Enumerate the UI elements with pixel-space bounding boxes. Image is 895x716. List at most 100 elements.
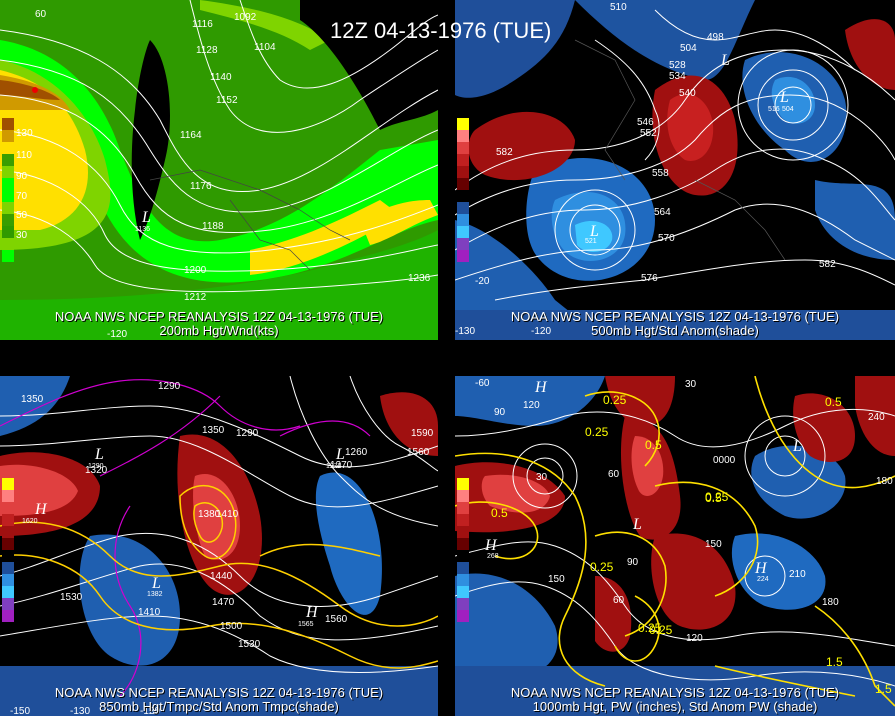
svg-text:521: 521 <box>585 238 597 245</box>
panel-subtitle: 850mb Hgt/Tmpc/Std Anom Tmpc(shade) <box>99 699 339 714</box>
svg-text:120: 120 <box>523 400 540 411</box>
svg-text:504: 504 <box>680 43 697 54</box>
svg-text:1236: 1236 <box>408 273 431 284</box>
panel-caption: NOAA NWS NCEP REANALYSIS 12Z 04-13-1976 … <box>54 685 384 700</box>
svg-text:30: 30 <box>536 472 548 483</box>
svg-text:1273: 1273 <box>326 463 342 470</box>
panel-caption: NOAA NWS NCEP REANALYSIS 12Z 04-13-1976 … <box>54 309 384 324</box>
svg-text:0.5: 0.5 <box>645 438 662 452</box>
svg-text:90: 90 <box>494 407 506 418</box>
panel-subtitle: 1000mb Hgt, PW (inches), Std Anom PW (sh… <box>532 699 818 714</box>
svg-text:552: 552 <box>640 128 657 139</box>
legend-label: 50 <box>16 210 28 221</box>
svg-text:1.5: 1.5 <box>875 682 892 696</box>
svg-text:-120: -120 <box>107 329 127 340</box>
svg-text:1104: 1104 <box>254 42 276 53</box>
panel-1000mb-height-pw: -60 90 120 0.25 0.25 0.5 0.5 30 60 0.25 … <box>455 376 895 716</box>
svg-text:L: L <box>792 438 802 455</box>
svg-text:534: 534 <box>669 71 686 82</box>
panel-500mb-height-anomaly: 510 498 504 528 534 540 546 552 558 564 … <box>455 0 895 340</box>
map-500mb: 510 498 504 528 534 540 546 552 558 564 … <box>455 0 895 340</box>
map-1000mb: -60 90 120 0.25 0.25 0.5 0.5 30 60 0.25 … <box>455 376 895 716</box>
svg-text:1410: 1410 <box>138 607 161 618</box>
svg-text:1560: 1560 <box>325 614 348 625</box>
svg-text:0.5: 0.5 <box>825 395 842 409</box>
svg-text:H: H <box>534 379 548 396</box>
panel-200mb-height-wind: 1116 1092 1128 1104 1140 1152 1164 1176 … <box>0 0 438 340</box>
svg-text:0.25: 0.25 <box>649 623 673 637</box>
svg-text:1176: 1176 <box>190 181 212 192</box>
svg-text:150: 150 <box>548 574 565 585</box>
svg-text:1590: 1590 <box>411 428 434 439</box>
svg-text:1320: 1320 <box>85 465 108 476</box>
svg-text:510: 510 <box>610 2 627 13</box>
svg-text:1212: 1212 <box>184 292 207 303</box>
panel-caption: NOAA NWS NCEP REANALYSIS 12Z 04-13-1976 … <box>510 309 840 324</box>
svg-text:1350: 1350 <box>202 425 225 436</box>
svg-text:L: L <box>720 52 730 69</box>
svg-text:1164: 1164 <box>180 130 202 141</box>
legend-anomaly <box>2 478 14 622</box>
svg-text:-60: -60 <box>475 378 490 389</box>
svg-text:582: 582 <box>496 147 513 158</box>
svg-text:1380: 1380 <box>198 509 221 520</box>
svg-text:L: L <box>779 89 789 106</box>
map-200mb: 1116 1092 1128 1104 1140 1152 1164 1176 … <box>0 0 438 340</box>
svg-text:-120: -120 <box>140 706 160 716</box>
svg-text:1440: 1440 <box>210 571 233 582</box>
legend-label: 110 <box>16 150 32 161</box>
svg-text:L: L <box>151 575 161 592</box>
svg-text:0.25: 0.25 <box>590 560 614 574</box>
svg-text:90: 90 <box>627 557 639 568</box>
svg-text:1560: 1560 <box>407 447 430 458</box>
svg-text:1290: 1290 <box>236 428 259 439</box>
svg-text:L: L <box>632 516 642 533</box>
svg-text:L: L <box>335 446 345 463</box>
svg-text:1140: 1140 <box>210 72 232 83</box>
svg-text:-150: -150 <box>10 706 30 716</box>
svg-text:1152: 1152 <box>216 95 238 106</box>
svg-text:1.5: 1.5 <box>826 655 843 669</box>
svg-text:582: 582 <box>819 259 836 270</box>
svg-text:1290: 1290 <box>88 463 104 470</box>
svg-text:1128: 1128 <box>196 45 218 56</box>
svg-text:1470: 1470 <box>212 597 235 608</box>
svg-text:-130: -130 <box>455 326 475 337</box>
svg-text:1188: 1188 <box>202 221 224 232</box>
svg-text:60: 60 <box>608 469 620 480</box>
legend-label: 30 <box>16 230 28 241</box>
svg-text:180: 180 <box>822 597 839 608</box>
svg-text:-20: -20 <box>475 276 490 287</box>
svg-text:150: 150 <box>705 539 722 550</box>
svg-text:1092: 1092 <box>234 12 257 23</box>
svg-text:1500: 1500 <box>220 621 243 632</box>
svg-text:1620: 1620 <box>22 518 38 525</box>
panel-subtitle: 500mb Hgt/Std Anom(shade) <box>591 323 759 338</box>
panel-850mb-height-temp: 1350 1290 1260 1320 1350 1290 1590 1560 … <box>0 376 438 716</box>
svg-text:L: L <box>589 223 599 240</box>
svg-text:L: L <box>141 209 151 226</box>
svg-text:504: 504 <box>782 106 794 113</box>
svg-text:1350: 1350 <box>21 394 44 405</box>
svg-text:1382: 1382 <box>147 591 163 598</box>
legend-wind-speed: 130 110 90 70 50 30 <box>2 118 33 262</box>
svg-text:120: 120 <box>686 633 703 644</box>
svg-text:498: 498 <box>707 32 724 43</box>
svg-text:0.25: 0.25 <box>585 425 609 439</box>
svg-text:-120: -120 <box>531 326 551 337</box>
svg-text:240: 240 <box>868 412 885 423</box>
svg-text:210: 210 <box>789 569 806 580</box>
svg-text:1200: 1200 <box>184 265 207 276</box>
svg-text:H: H <box>484 537 498 554</box>
svg-text:1530: 1530 <box>60 592 83 603</box>
svg-text:0.5: 0.5 <box>491 506 508 520</box>
legend-label: 130 <box>16 128 33 139</box>
svg-text:60: 60 <box>35 9 47 20</box>
svg-text:H: H <box>305 604 319 621</box>
svg-text:224: 224 <box>757 576 769 583</box>
page-title: 12Z 04-13-1976 (TUE) <box>330 18 552 43</box>
panel-subtitle: 200mb Hgt/Wnd(kts) <box>159 323 279 338</box>
svg-text:1260: 1260 <box>345 447 368 458</box>
svg-text:564: 564 <box>654 207 671 218</box>
svg-text:30: 30 <box>685 379 697 390</box>
